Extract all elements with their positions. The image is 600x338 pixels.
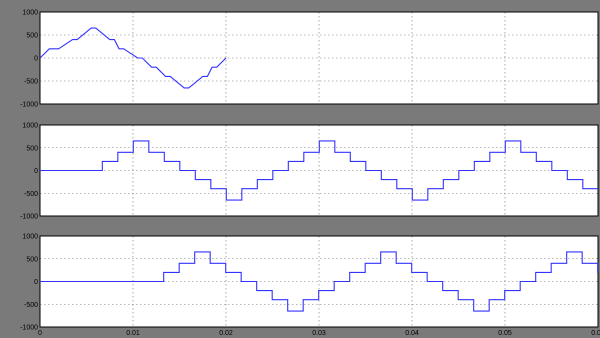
x-tick-label: 0.01 xyxy=(126,330,140,337)
y-tick-label: 0 xyxy=(34,56,38,63)
y-tick-label: 500 xyxy=(26,33,38,40)
voltage-trace-2 xyxy=(40,140,598,201)
y-tick-label: 0 xyxy=(34,168,38,175)
voltage-trace-3 xyxy=(40,251,599,312)
x-tick-label: 0.03 xyxy=(312,330,326,337)
y-tick-label: 1000 xyxy=(22,10,38,17)
y-tick-label: -1000 xyxy=(20,102,38,109)
y-tick-label: -1000 xyxy=(20,214,38,221)
x-tick-label: 0.02 xyxy=(219,330,233,337)
subplot-2: 1000 500 0 -500 -1000 xyxy=(20,123,599,221)
y-tick-label: -1000 xyxy=(20,325,38,332)
voltage-trace-1 xyxy=(39,27,227,89)
y-tick-label: 500 xyxy=(26,145,38,152)
x-tick-label: 0.04 xyxy=(405,330,419,337)
y-tick-label: 1000 xyxy=(22,123,38,130)
x-tick-label: 0.06 xyxy=(591,330,600,337)
y-tick-label: 0 xyxy=(34,279,38,286)
y-tick-label: -500 xyxy=(24,302,38,309)
y-tick-label: 500 xyxy=(26,256,38,263)
y-tick-label: -500 xyxy=(24,191,38,198)
y-tick-label: -500 xyxy=(24,79,38,86)
plot-area xyxy=(39,11,599,105)
y-tick-label: 1000 xyxy=(22,234,38,241)
x-tick-label: 0 xyxy=(38,330,42,337)
subplot-1: 1000 500 0 -500 -1000 xyxy=(20,10,599,109)
x-tick-label: 0.05 xyxy=(498,330,512,337)
